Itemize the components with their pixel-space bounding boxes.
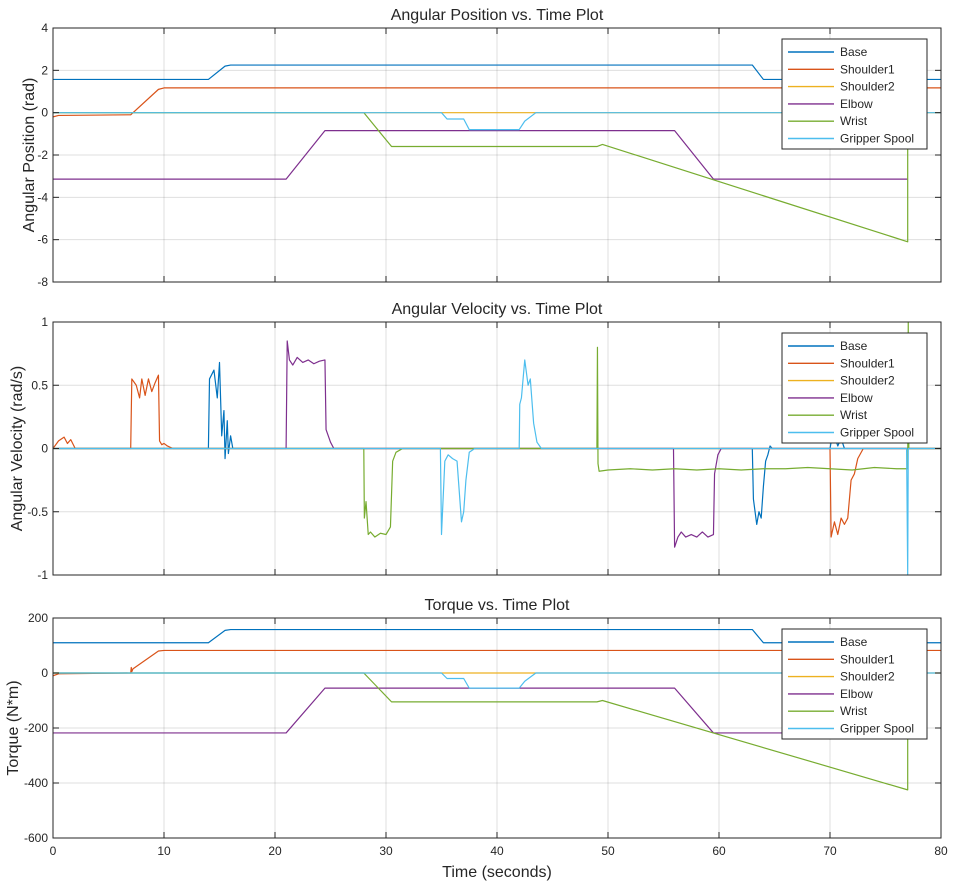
legend-entry: Elbow (840, 97, 873, 111)
y-tick-label: -400 (24, 776, 48, 790)
y-tick-label: -6 (37, 233, 48, 247)
y-tick-label: 1 (41, 315, 48, 329)
y-tick-label: 0.5 (31, 378, 48, 392)
series-line-gripper-spool (53, 359, 941, 575)
legend: Base Shoulder1 Shoulder2 Elbow Wrist Gripper … (781, 332, 928, 444)
y-tick-label: 0 (41, 442, 48, 456)
legend-entry: Wrist (840, 704, 868, 718)
series-group (53, 64, 941, 243)
series-line-shoulder1 (53, 87, 941, 118)
x-tick-label: 10 (157, 844, 171, 858)
y-tick-label: 200 (28, 611, 48, 625)
x-tick-label: 70 (823, 844, 837, 858)
y-tick-label: 4 (41, 21, 48, 35)
velocity-plot: -1 -0.5 0 0.5 1 Angular Velocity vs. Time Plo… (9, 301, 942, 582)
legend-entry: Shoulder2 (840, 374, 895, 388)
legend-entry: Base (840, 635, 868, 649)
series-group (53, 322, 941, 575)
legend-entry: Gripper Spool (840, 132, 914, 146)
series-line-elbow (53, 130, 908, 180)
y-tick-label: -0.5 (27, 505, 48, 519)
legend: Base Shoulder1 Shoulder2 Elbow Wrist Gripper … (781, 38, 928, 150)
legend-box (781, 332, 928, 444)
y-axis-label: Angular Position (rad) (21, 78, 38, 233)
x-tick-label: 40 (490, 844, 504, 858)
legend-entry: Wrist (840, 114, 868, 128)
y-tick-label: -4 (37, 190, 48, 204)
y-axis-label: Torque (N*m) (5, 680, 22, 775)
x-tick-label: 80 (934, 844, 948, 858)
legend-entry: Wrist (840, 408, 868, 422)
series-line-gripper-spool (53, 112, 941, 131)
legend-entry: Elbow (840, 391, 873, 405)
legend-box (781, 628, 928, 740)
x-tick-label: 50 (601, 844, 615, 858)
legend: Base Shoulder1 Shoulder2 Elbow Wrist Gripper … (781, 628, 928, 740)
y-tick-label: 2 (41, 63, 48, 77)
position-plot: -8 -6 -4 -2 0 2 4 Angular Position vs. Time Plo… (21, 7, 942, 289)
legend-entry: Shoulder2 (840, 670, 895, 684)
x-tick-label: 60 (712, 844, 726, 858)
x-tick-label: 0 (50, 844, 57, 858)
y-tick-label: -200 (24, 721, 48, 735)
y-tick-label: -8 (37, 275, 48, 289)
legend-entry: Elbow (840, 687, 873, 701)
y-tick-label: 0 (41, 106, 48, 120)
x-tick-label: 20 (268, 844, 282, 858)
legend-entry: Shoulder2 (840, 80, 895, 94)
y-tick-label: -2 (37, 148, 48, 162)
legend-box (781, 38, 928, 150)
legend-entry: Shoulder1 (840, 356, 895, 370)
chart-title: Torque vs. Time Plot (425, 597, 571, 614)
y-tick-label: -600 (24, 831, 48, 845)
legend-entry: Base (840, 339, 868, 353)
series-line-wrist (53, 322, 941, 538)
legend-entry: Gripper Spool (840, 426, 914, 440)
legend-entry: Shoulder1 (840, 62, 895, 76)
torque-plot: 0 10 20 30 40 50 60 70 80 -600 -400 -200 0 200 Torque … (5, 597, 948, 858)
legend-entry: Gripper Spool (840, 722, 914, 736)
y-tick-label: -1 (37, 568, 48, 582)
x-tick-label: 30 (379, 844, 393, 858)
x-axis-label: Time (seconds) (442, 864, 552, 881)
chart-title: Angular Velocity vs. Time Plot (392, 301, 603, 318)
y-tick-label: 0 (41, 666, 48, 680)
legend-entry: Shoulder1 (840, 652, 895, 666)
series-line-gripper-spool (53, 672, 941, 689)
chart-title: Angular Position vs. Time Plot (391, 7, 604, 24)
y-axis-label: Angular Velocity (rad/s) (9, 366, 26, 531)
legend-entry: Base (840, 45, 868, 59)
